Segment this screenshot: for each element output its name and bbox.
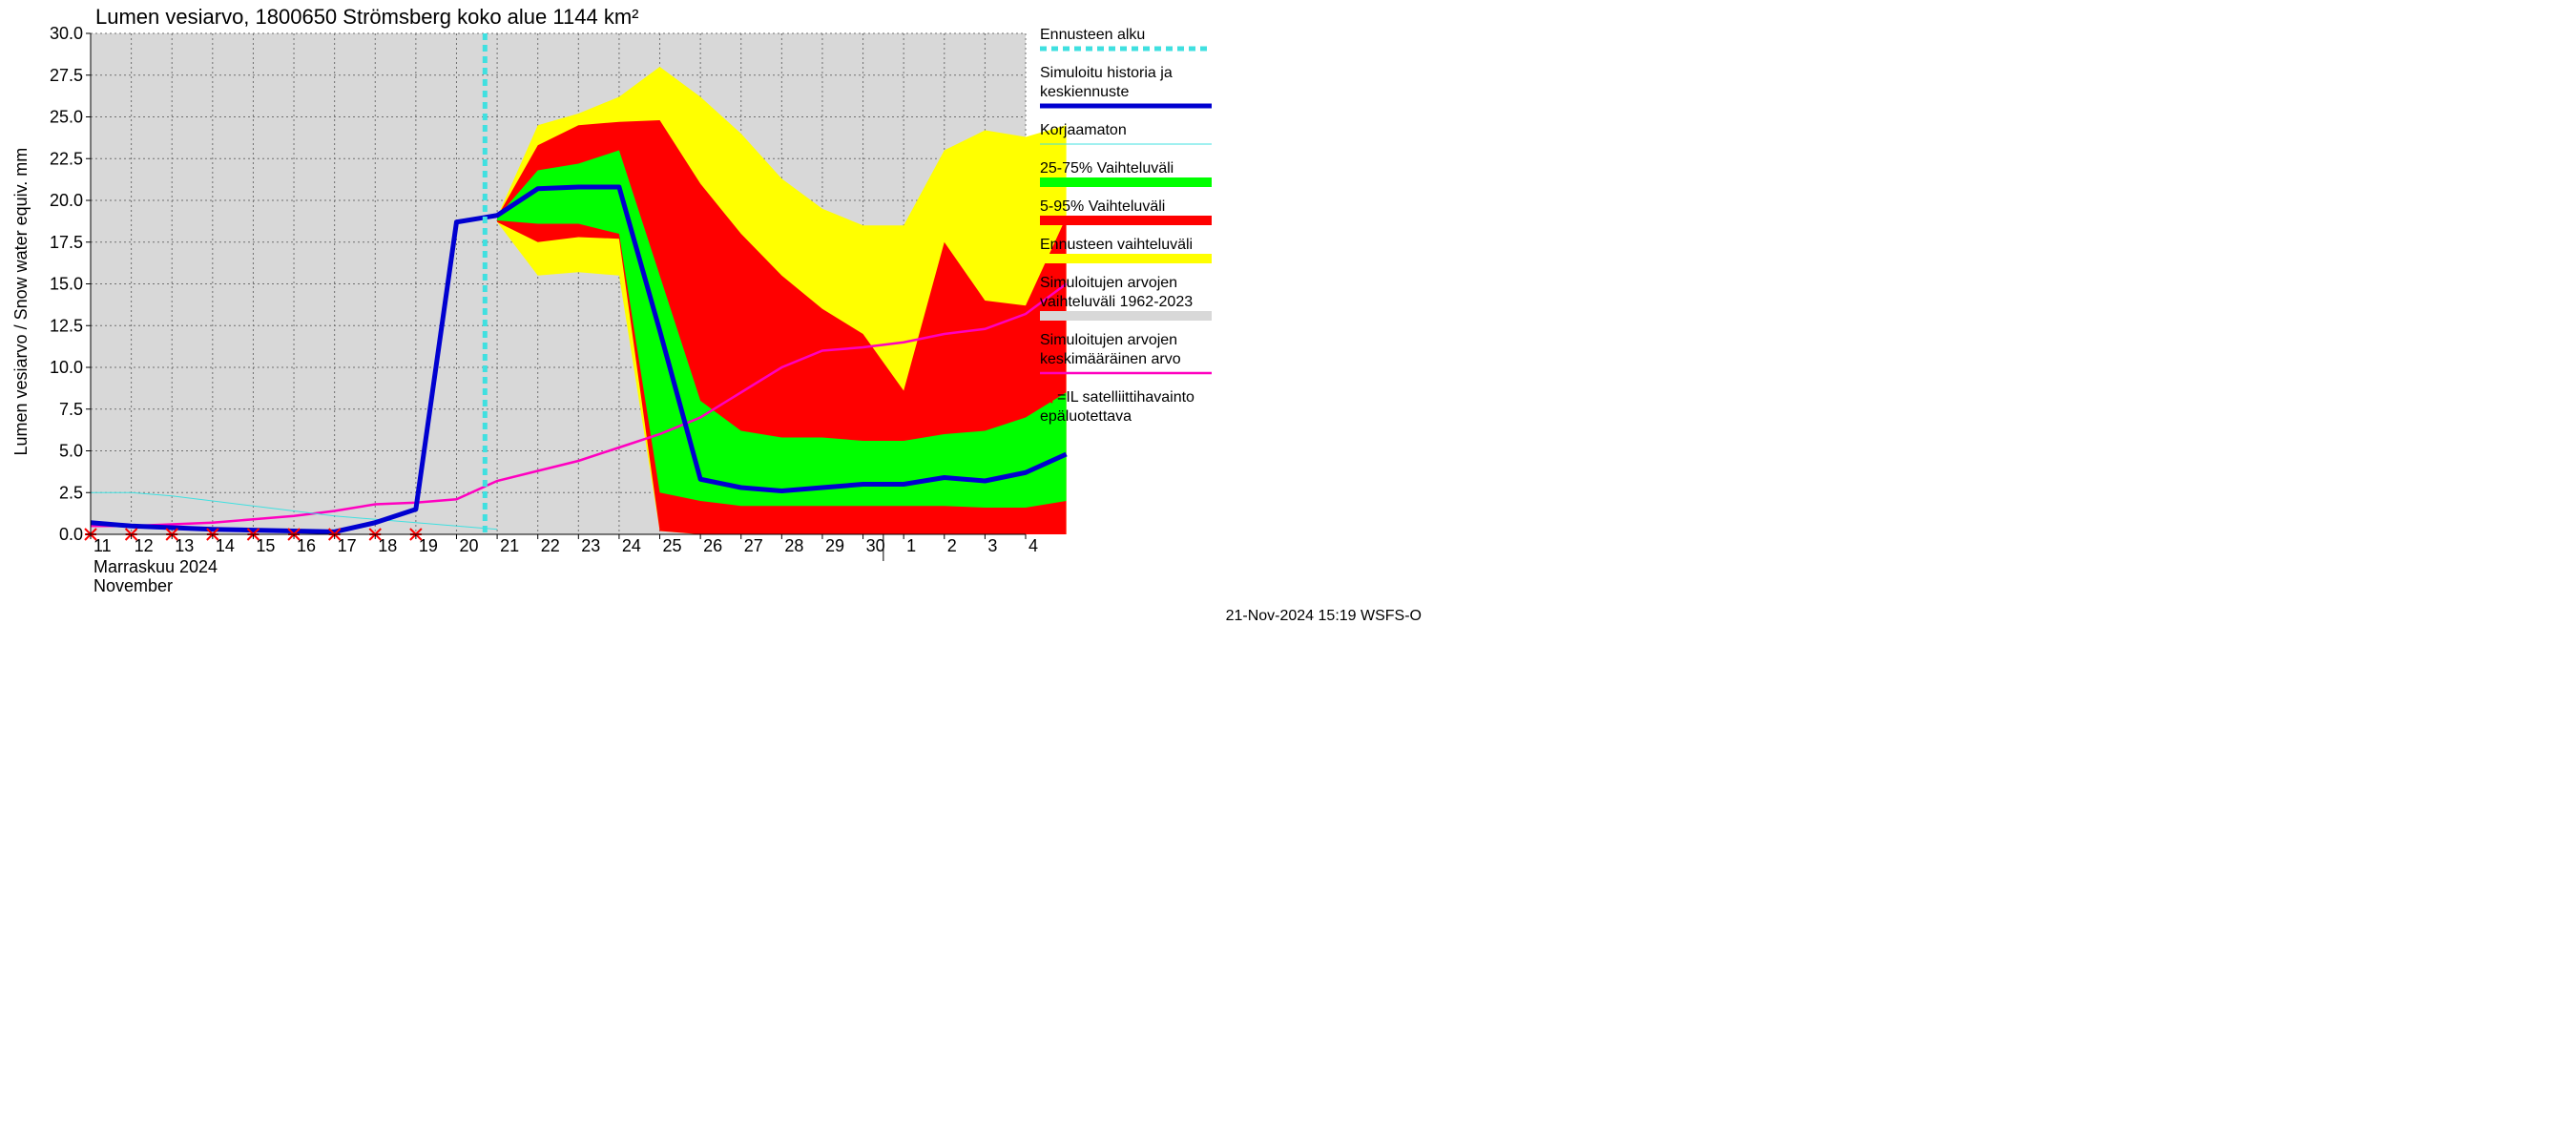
legend-label: Ennusteen vaihteluväli [1040, 237, 1193, 253]
x-tick-label: 4 [1028, 536, 1038, 555]
y-tick-label: 7.5 [59, 400, 83, 419]
y-tick-label: 17.5 [50, 233, 83, 252]
x-tick-label: 18 [378, 536, 397, 555]
legend-label: keskiennuste [1040, 84, 1129, 100]
legend-label: 25-75% Vaihteluväli [1040, 160, 1174, 177]
y-tick-label: 30.0 [50, 24, 83, 43]
x-tick-label: 30 [866, 536, 885, 555]
x-tick-label: 23 [581, 536, 600, 555]
x-tick-label: 19 [419, 536, 438, 555]
x-tick-label: 21 [500, 536, 519, 555]
y-tick-label: 0.0 [59, 525, 83, 544]
x-tick-label: 24 [622, 536, 641, 555]
x-tick-label: 11 [93, 536, 112, 555]
chart-container: 0.0 2.5 5.0 7.5 10.0 12.5 15.0 17.5 20.0 22.5 25.0… [0, 0, 1431, 630]
x-tick-label: 29 [825, 536, 844, 555]
y-tick-label: 25.0 [50, 108, 83, 127]
footer-timestamp: 21-Nov-2024 15:19 WSFS-O [1226, 608, 1422, 624]
legend-label: keskimääräinen arvo [1040, 351, 1181, 367]
x-tick-label: 13 [175, 536, 194, 555]
legend-label: 5-95% Vaihteluväli [1040, 198, 1165, 215]
y-tick-label: 12.5 [50, 316, 83, 335]
x-tick-label: 22 [541, 536, 560, 555]
chart-svg: 0.0 2.5 5.0 7.5 10.0 12.5 15.0 17.5 20.0 22.5 25.0… [0, 0, 1431, 630]
x-tick-label: 2 [947, 536, 957, 555]
x-tick-label: 16 [297, 536, 316, 555]
x-tick-label: 27 [744, 536, 763, 555]
x-tick-label: 12 [135, 536, 154, 555]
y-tick-label: 22.5 [50, 149, 83, 168]
legend-label: vaihteluväli 1962-2023 [1040, 294, 1193, 310]
legend-label: Simuloitujen arvojen [1040, 332, 1177, 348]
x-tick-label: 17 [338, 536, 357, 555]
x-month-label-1: Marraskuu 2024 [93, 557, 218, 576]
x-tick-label: 14 [216, 536, 235, 555]
x-tick-label: 15 [256, 536, 275, 555]
legend-label: epäluotettava [1040, 408, 1132, 425]
x-tick-label: 1 [906, 536, 916, 555]
y-tick-label: 5.0 [59, 442, 83, 461]
legend-label: Simuloitujen arvojen [1040, 275, 1177, 291]
legend-label: =IL satelliittihavainto [1057, 389, 1195, 406]
y-tick-label: 27.5 [50, 66, 83, 85]
x-tick-label: 28 [784, 536, 803, 555]
legend-label: Ennusteen alku [1040, 27, 1145, 43]
x-month-label-2: November [93, 576, 173, 595]
x-tick-label: 25 [663, 536, 682, 555]
x-tick-label: 26 [703, 536, 722, 555]
chart-title: Lumen vesiarvo, 1800650 Strömsberg koko … [95, 5, 638, 29]
y-tick-label: 10.0 [50, 358, 83, 377]
legend-label: Korjaamaton [1040, 122, 1127, 138]
legend-label: Simuloitu historia ja [1040, 65, 1173, 81]
y-tick-label: 2.5 [59, 483, 83, 502]
x-tick-label: 20 [459, 536, 478, 555]
y-tick-label: 20.0 [50, 191, 83, 210]
y-axis-label: Lumen vesiarvo / Snow water equiv. mm [11, 148, 31, 456]
y-tick-label: 15.0 [50, 275, 83, 294]
x-tick-label: 3 [987, 536, 997, 555]
